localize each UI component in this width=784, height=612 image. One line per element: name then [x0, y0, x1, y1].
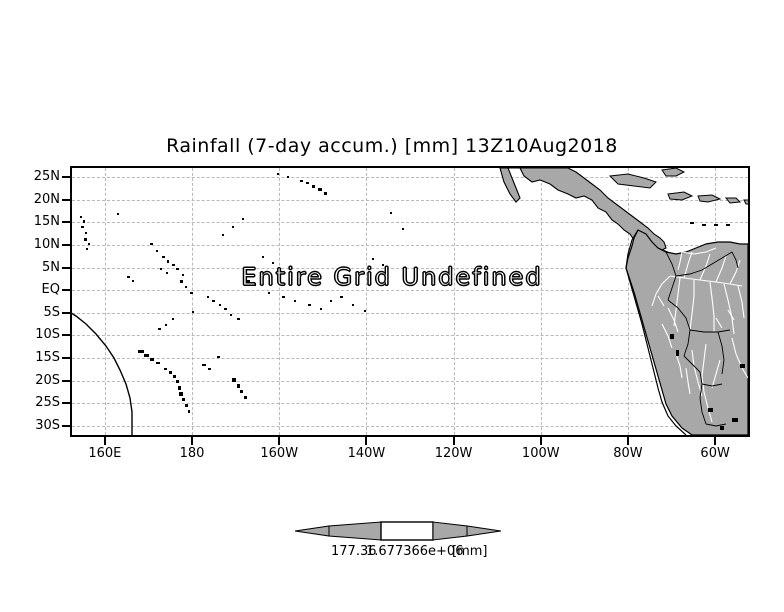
- y-tick-mark: [62, 334, 70, 337]
- gridline-vertical: [192, 168, 194, 435]
- new-caledonia-islands: [138, 350, 220, 413]
- gridline-horizontal: [72, 267, 748, 269]
- country-borders: [657, 247, 739, 427]
- y-tick-mark: [62, 244, 70, 247]
- y-tick-label: 10S: [35, 327, 60, 343]
- y-tick-mark: [62, 424, 70, 427]
- y-tick-label: 30S: [35, 417, 60, 433]
- page-title: Rainfall (7-day accum.) [mm] 13Z10Aug201…: [166, 135, 618, 157]
- x-tick-mark: [539, 437, 542, 445]
- andes-west-coast: [625, 229, 687, 435]
- gridline-horizontal: [72, 222, 748, 224]
- y-tick-label: 20S: [35, 372, 60, 388]
- y-tick-label: 20N: [33, 191, 60, 207]
- gridline-horizontal: [72, 403, 748, 405]
- x-tick-label: 100W: [521, 446, 560, 461]
- x-tick-mark: [191, 437, 194, 445]
- y-tick-mark: [62, 311, 70, 314]
- map-canvas: [72, 168, 748, 435]
- x-tick-mark: [452, 437, 455, 445]
- y-tick-label: 15S: [35, 349, 60, 365]
- y-tick-label: 15N: [33, 214, 60, 230]
- x-tick-label: 120W: [434, 446, 473, 461]
- inland-detail-specks: [670, 334, 745, 430]
- y-tick-mark: [62, 198, 70, 201]
- y-tick-mark: [62, 402, 70, 405]
- gridline-horizontal: [72, 312, 748, 314]
- y-tick-label: 25S: [35, 395, 60, 411]
- x-tick-mark: [714, 437, 717, 445]
- geography-layer: [72, 168, 748, 435]
- x-tick-mark: [278, 437, 281, 445]
- new-zealand-islands: [232, 378, 247, 399]
- y-tick-label: 5N: [42, 259, 60, 275]
- australia-coastline: [72, 312, 133, 435]
- gridline-horizontal: [72, 177, 748, 179]
- x-tick-label: 140W: [347, 446, 386, 461]
- gridline-horizontal: [72, 290, 748, 292]
- gridline-horizontal: [72, 380, 748, 382]
- x-tick-label: 60W: [700, 446, 730, 461]
- y-tick-mark: [62, 289, 70, 292]
- south-america-land: [625, 229, 748, 435]
- x-tick-mark: [365, 437, 368, 445]
- gridline-horizontal: [72, 357, 748, 359]
- y-tick-mark: [62, 266, 70, 269]
- x-tick-mark: [626, 437, 629, 445]
- x-tick-label: 160W: [260, 446, 299, 461]
- gridline-horizontal: [72, 425, 748, 427]
- gridline-horizontal: [72, 199, 748, 201]
- gridline-horizontal: [72, 335, 748, 337]
- baja-peninsula-land: [499, 168, 521, 203]
- x-tick-label: 80W: [613, 446, 643, 461]
- colorbar-graphic: [295, 521, 501, 541]
- colorbar-units-label: [mm]: [452, 544, 488, 559]
- map-plot-area[interactable]: [70, 166, 750, 437]
- y-tick-mark: [62, 379, 70, 382]
- gridline-vertical: [627, 168, 629, 435]
- lesser-antilles-islands: [690, 222, 730, 226]
- caribbean-islands: [608, 168, 748, 205]
- x-tick-label: 180: [179, 446, 205, 461]
- gridline-horizontal: [72, 245, 748, 247]
- gridline-vertical: [104, 168, 106, 435]
- y-tick-label: EQ: [41, 282, 60, 298]
- y-tick-label: 5S: [43, 304, 60, 320]
- gridline-vertical: [453, 168, 455, 435]
- y-tick-mark: [62, 356, 70, 359]
- colorbar-min-label: 177.36: [331, 544, 377, 559]
- y-tick-label: 25N: [33, 169, 60, 185]
- x-tick-mark: [103, 437, 106, 445]
- colorbar[interactable]: [295, 516, 501, 546]
- x-tick-label: 160E: [88, 446, 122, 461]
- y-tick-mark: [62, 221, 70, 224]
- y-tick-label: 10N: [33, 237, 60, 253]
- gridline-vertical: [366, 168, 368, 435]
- gridline-vertical: [540, 168, 542, 435]
- colorbar-max-label: 1.677366e+06: [366, 544, 464, 559]
- pacific-islands: [80, 173, 434, 330]
- river-network: [651, 247, 748, 423]
- gridline-vertical: [279, 168, 281, 435]
- y-tick-mark: [62, 176, 70, 179]
